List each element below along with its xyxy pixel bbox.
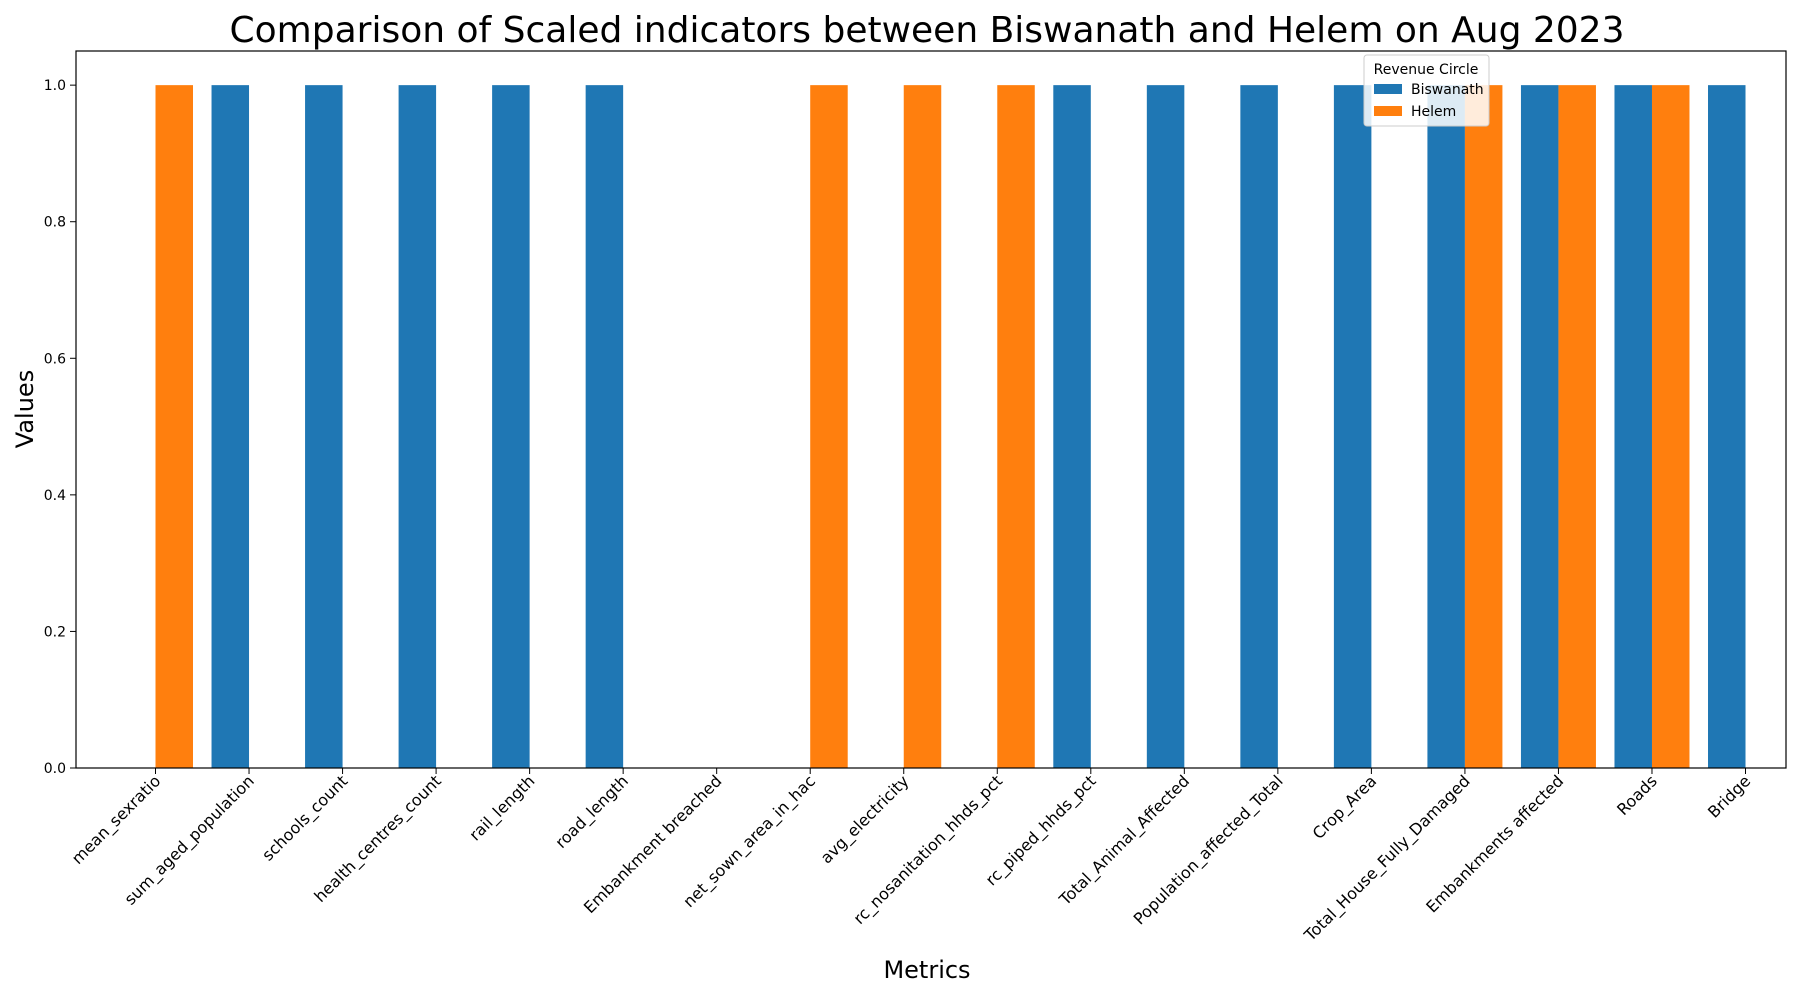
bar-biswanath-rail-length xyxy=(492,85,530,768)
bar-helem-net-sown-area-in-hac xyxy=(810,85,848,768)
y-tick-label: 0.0 xyxy=(44,761,66,777)
bars-layer xyxy=(155,85,1746,768)
y-tick-label: 0.4 xyxy=(44,488,66,504)
bar-biswanath-total-animal-affected xyxy=(1146,85,1185,768)
bar-helem-roads xyxy=(1651,85,1690,768)
legend-swatch-biswanath xyxy=(1374,84,1402,94)
x-axis-label: Metrics xyxy=(883,956,970,984)
legend-label-biswanath: Biswanath xyxy=(1411,82,1484,98)
x-tick-label: avg_electricity xyxy=(817,771,914,868)
bar-biswanath-roads xyxy=(1614,85,1652,768)
chart-title: Comparison of Scaled indicators between … xyxy=(230,10,1625,51)
bar-biswanath-sum-aged-population xyxy=(211,85,250,768)
x-tick-label: Bridge xyxy=(1704,771,1754,821)
bar-helem-mean-sexratio xyxy=(155,85,193,768)
bar-helem-rc-nosanitation-hhds-pct xyxy=(997,85,1035,768)
bar-helem-embankments-affected xyxy=(1558,85,1596,768)
x-tick-label: rc_nosanitation_hhds_pct xyxy=(850,771,1007,928)
bar-biswanath-road-length xyxy=(585,85,624,768)
bar-helem-total-house-fully-damaged xyxy=(1464,85,1503,768)
legend: Revenue Circle Biswanath Helem xyxy=(1363,54,1490,127)
bar-biswanath-population-affected-total xyxy=(1240,85,1278,768)
bar-biswanath-health-centres-count xyxy=(398,85,437,768)
x-tick-label: rail_length xyxy=(465,771,539,845)
x-tick-label: Roads xyxy=(1613,771,1661,819)
x-tick-label: road_length xyxy=(551,771,632,852)
y-tick-label: 1.0 xyxy=(44,78,66,94)
bar-biswanath-rc-piped-hhds-pct xyxy=(1053,85,1091,768)
legend-title: Revenue Circle xyxy=(1374,62,1479,78)
bar-biswanath-schools-count xyxy=(305,85,343,768)
x-tick-label: Population_affected_Total xyxy=(1130,771,1288,929)
x-tick-label: Crop_Area xyxy=(1309,771,1381,843)
x-tick-label: mean_sexratio xyxy=(68,771,165,868)
bar-biswanath-embankments-affected xyxy=(1520,85,1559,768)
legend-swatch-helem xyxy=(1374,106,1402,116)
bar-biswanath-total-house-fully-damaged xyxy=(1427,85,1465,768)
bar-helem-avg-electricity xyxy=(903,85,942,768)
bar-biswanath-bridge xyxy=(1708,85,1746,768)
bar-biswanath-crop-area xyxy=(1333,85,1372,768)
y-tick-label: 0.6 xyxy=(44,351,66,367)
y-tick-label: 0.8 xyxy=(44,215,66,231)
x-tick-label: schools_count xyxy=(258,771,352,865)
x-tick-label: Total_House_Fully_Damaged xyxy=(1300,771,1475,946)
y-tick-label: 0.2 xyxy=(44,624,66,640)
y-axis: 0.0 0.2 0.4 0.6 0.8 1.0 xyxy=(44,78,76,777)
legend-label-helem: Helem xyxy=(1411,104,1456,120)
plot-frame xyxy=(75,50,1787,769)
y-axis-label: Values xyxy=(11,370,39,448)
